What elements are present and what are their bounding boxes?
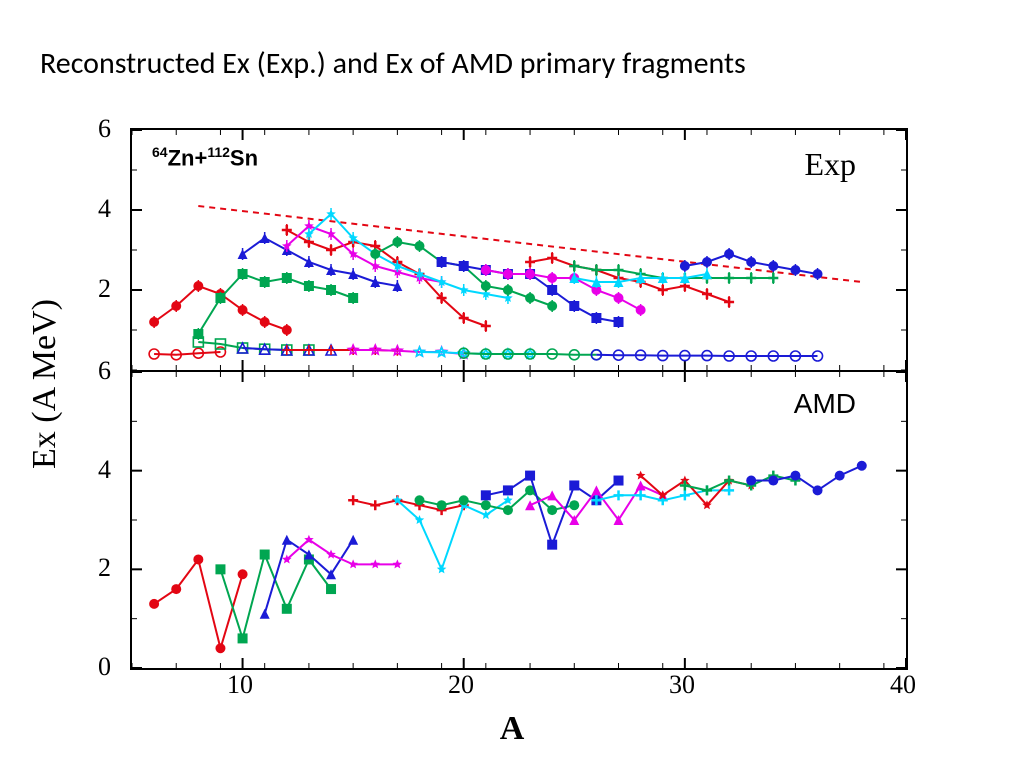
panel-exp: 64Zn+112Sn Exp: [130, 128, 908, 372]
ytick-label: 6: [98, 356, 111, 386]
ytick-label: 4: [98, 194, 111, 224]
chart-area: 64Zn+112Sn Exp AMD 246024610203040: [130, 128, 904, 666]
panel-amd: AMD: [130, 370, 908, 670]
panel-amd-svg: [132, 372, 906, 668]
xtick-label: 10: [227, 670, 253, 700]
xtick-label: 20: [448, 670, 474, 700]
ytick-label: 4: [98, 455, 111, 485]
page-title: Reconstructed Ex (Exp.) and Ex of AMD pr…: [40, 45, 984, 82]
ytick-label: 6: [98, 114, 111, 144]
ytick-label: 2: [98, 274, 111, 304]
ytick-label: 0: [98, 652, 111, 682]
xtick-label: 40: [890, 670, 916, 700]
x-axis-label: A: [0, 710, 1024, 748]
panel-exp-svg: [132, 130, 906, 370]
xtick-label: 30: [669, 670, 695, 700]
y-axis-label: Ex (A MeV): [26, 299, 64, 469]
ytick-label: 2: [98, 553, 111, 583]
